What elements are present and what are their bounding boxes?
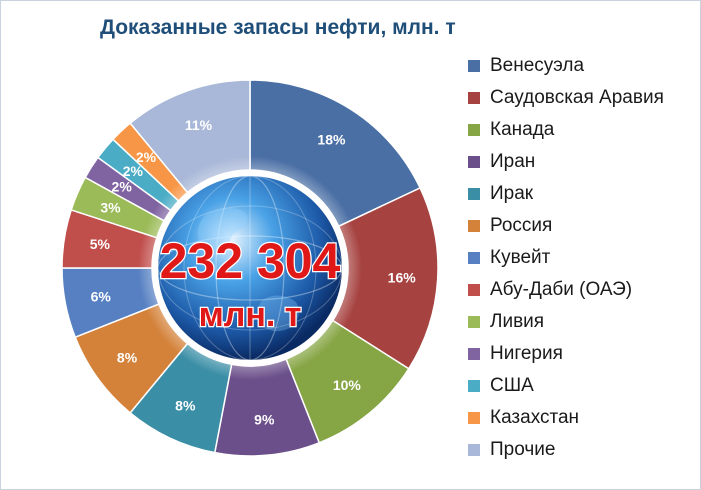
legend-label: Иран	[490, 151, 536, 172]
legend-swatch	[468, 316, 480, 328]
slice-percent-label: 16%	[388, 270, 417, 286]
slice-percent-label: 8%	[175, 398, 196, 414]
slice-percent-label: 8%	[117, 349, 138, 365]
slice-percent-label: 9%	[254, 411, 275, 427]
legend-swatch	[468, 124, 480, 136]
slice-percent-label: 5%	[90, 236, 111, 252]
legend-swatch	[468, 92, 480, 104]
percent-label-group: 18% 16% 10% 9% 8% 8% 6% 5% 3% 2%2%2% 11%	[90, 117, 417, 427]
chart-title: Доказанные запасы нефти, млн. т	[100, 16, 456, 39]
legend-label: Кувейт	[490, 247, 551, 268]
legend-item: Венесуэла	[468, 50, 700, 82]
legend-item: Россия	[468, 210, 700, 242]
legend-swatch	[468, 220, 480, 232]
legend-label: Россия	[490, 215, 553, 236]
legend-swatch	[468, 252, 480, 264]
legend-label: Канада	[490, 119, 555, 140]
legend-label: Ливия	[490, 311, 545, 332]
legend-label: Саудовская Аравия	[490, 87, 664, 108]
legend-label: Венесуэла	[490, 55, 585, 76]
legend-label: Прочие	[490, 439, 556, 460]
legend: Венесуэла Саудовская Аравия Канада Иран Ирак…	[468, 50, 700, 466]
legend-item: Абу-Даби (ОАЭ)	[468, 274, 700, 306]
slice-percent-label: 11%	[185, 117, 213, 133]
legend-item: Канада	[468, 114, 700, 146]
legend-item: США	[468, 370, 700, 402]
legend-item: Нигерия	[468, 338, 700, 370]
legend-swatch	[468, 412, 480, 424]
slice-percent-label: 2%	[112, 179, 133, 195]
slice-percent-label: 10%	[333, 377, 362, 393]
legend-item: Ливия	[468, 306, 700, 338]
legend-swatch	[468, 444, 480, 456]
slice-percent-label: 2%	[136, 149, 157, 165]
legend-label: Абу-Даби (ОАЭ)	[490, 279, 633, 300]
slice-percent-label: 18%	[317, 132, 346, 148]
slice-percent-label: 3%	[100, 200, 121, 216]
slice-percent-label: 6%	[91, 288, 112, 304]
legend-swatch	[468, 188, 480, 200]
legend-swatch	[468, 60, 480, 72]
legend-swatch	[468, 156, 480, 168]
legend-item: Ирак	[468, 178, 700, 210]
legend-item: Казахстан	[468, 402, 700, 434]
legend-label: США	[490, 375, 534, 396]
legend-label: Казахстан	[490, 407, 580, 428]
center-unit-label: млн. т	[199, 296, 302, 334]
legend-swatch	[468, 284, 480, 296]
legend-item: Иран	[468, 146, 700, 178]
legend-swatch	[468, 348, 480, 360]
legend-swatch	[468, 380, 480, 392]
slice-percent-label: 2%	[123, 163, 144, 179]
legend-label: Нигерия	[490, 343, 563, 364]
center-value-label: 232 304	[160, 233, 341, 289]
legend-item: Прочие	[468, 434, 700, 466]
legend-item: Саудовская Аравия	[468, 82, 700, 114]
legend-item: Кувейт	[468, 242, 700, 274]
globe-icon	[157, 175, 343, 361]
legend-label: Ирак	[490, 183, 534, 204]
